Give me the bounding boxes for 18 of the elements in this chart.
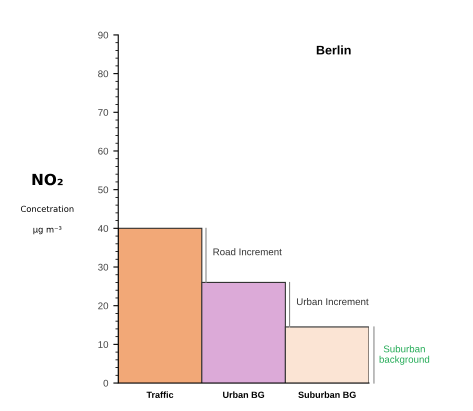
- y-tick-label: 0: [104, 380, 108, 387]
- y-tick-label: 40: [98, 225, 108, 232]
- annotation: Road Increment: [213, 248, 282, 256]
- y-tick-label: 70: [98, 109, 108, 116]
- text: Berlin: [316, 45, 351, 55]
- y-tick-label: 80: [98, 70, 108, 78]
- x-tick-label: Traffic: [146, 391, 174, 398]
- text: NO₂ Concetration µg m⁻³: [20, 174, 74, 234]
- y-tick-label: 50: [98, 186, 108, 194]
- y-tick-label: 20: [98, 302, 108, 310]
- y-tick-label: 60: [98, 148, 108, 155]
- text: Suburban background: [380, 345, 430, 365]
- y-tick-label: 90: [98, 32, 108, 39]
- y-tick-label: 10: [98, 341, 108, 348]
- x-tick-label: Suburban BG: [298, 391, 356, 398]
- x-tick-label: Urban BG: [223, 391, 264, 398]
- annotation: Urban Increment: [296, 298, 369, 306]
- y-tick-label: 30: [98, 264, 108, 271]
